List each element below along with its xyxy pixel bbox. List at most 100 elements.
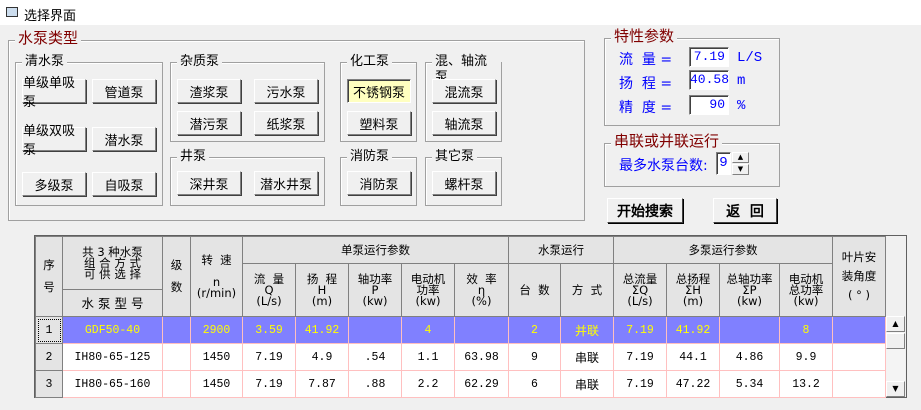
pump-button[interactable]: 多级泵 [22, 172, 86, 196]
cell-eff[interactable]: 63.98 [454, 343, 509, 371]
cell-motor[interactable]: 1.1 [401, 343, 455, 371]
pump-button-selected[interactable]: 不锈钢泵 [347, 79, 411, 103]
cell-speed[interactable]: 1450 [190, 343, 243, 371]
header-speed: 转 速 n (r/min) [190, 236, 243, 317]
cell-mode[interactable]: 串联 [560, 370, 614, 398]
spin-down-icon[interactable]: ▼ [732, 164, 749, 175]
pump-button[interactable]: 塑料泵 [347, 111, 411, 135]
header-tmotor: 电动机 总功率 (kw) [779, 263, 833, 317]
cell-speed[interactable]: 2900 [190, 316, 243, 344]
cell-head[interactable]: 41.92 [295, 316, 349, 344]
cell-tshaft[interactable]: 5.34 [719, 370, 780, 398]
pump-button[interactable]: 深井泵 [177, 171, 241, 195]
header-shaft: 轴功率 P (kw) [348, 263, 402, 317]
pump-button[interactable]: 纸浆泵 [254, 111, 318, 135]
cell-stage[interactable] [162, 316, 191, 344]
cell-model[interactable]: IH80-65-125 [62, 343, 163, 371]
cell-eff[interactable]: 62.29 [454, 370, 509, 398]
group-chemical: 化工泵 [340, 54, 417, 142]
cell-flow[interactable]: 7.19 [242, 370, 296, 398]
cell-seq[interactable]: 1 [35, 316, 63, 344]
cell-shaft[interactable] [348, 316, 402, 344]
cell-seq[interactable]: 2 [35, 343, 63, 371]
characteristics-group: 特性参数 [604, 28, 780, 126]
pump-button[interactable]: 潜污泵 [177, 111, 241, 135]
pump-button[interactable]: 单级单吸泵 [22, 76, 86, 110]
cell-thead[interactable]: 41.92 [666, 316, 720, 344]
head-label: 扬 程 = [619, 76, 673, 92]
start-search-button[interactable]: 开始搜索 [607, 198, 683, 223]
pump-button[interactable]: 混流泵 [432, 79, 496, 103]
cell-shaft[interactable]: .88 [348, 370, 402, 398]
back-button[interactable]: 返 回 [713, 198, 777, 223]
cell-head[interactable]: 4.9 [295, 343, 349, 371]
header-angle: 叶片安 装角度 ( ° ) [832, 236, 886, 317]
scroll-thumb[interactable] [886, 333, 905, 349]
cell-head[interactable]: 7.87 [295, 370, 349, 398]
pump-button[interactable]: 轴流泵 [432, 111, 496, 135]
pump-button[interactable]: 自吸泵 [92, 172, 156, 196]
cell-tmotor[interactable]: 13.2 [779, 370, 833, 398]
flow-input[interactable]: 7.19 [689, 47, 729, 67]
cell-tflow[interactable]: 7.19 [613, 370, 667, 398]
cell-thead[interactable]: 44.1 [666, 343, 720, 371]
cell-stage[interactable] [162, 370, 191, 398]
cell-tmotor[interactable]: 8 [779, 316, 833, 344]
cell-tflow[interactable]: 7.19 [613, 316, 667, 344]
cell-flow[interactable]: 7.19 [242, 343, 296, 371]
table-row[interactable]: 2 IH80-65-125 1450 7.19 4.9.54 1.1 63.98 9 串联 7.1… [35, 343, 886, 371]
head-input[interactable]: 40.58 [689, 70, 729, 90]
cell-model[interactable]: GDF50-40 [62, 316, 163, 344]
pump-button[interactable]: 潜水井泵 [254, 171, 318, 195]
scroll-up-icon[interactable]: ▲ [886, 316, 905, 332]
precision-unit: % [737, 98, 746, 114]
pump-button[interactable]: 消防泵 [347, 171, 411, 195]
cell-stage[interactable] [162, 343, 191, 371]
cell-eff[interactable] [454, 316, 509, 344]
header-motor: 电动机 功率 (kw) [401, 263, 455, 317]
cell-motor[interactable]: 2.2 [401, 370, 455, 398]
cell-flow[interactable]: 3.59 [242, 316, 296, 344]
cell-shaft[interactable]: .54 [348, 343, 402, 371]
characteristics-title: 特性参数 [611, 28, 678, 44]
cell-tflow[interactable]: 7.19 [613, 343, 667, 371]
cell-angle[interactable] [832, 343, 886, 371]
operation-title: 串联或并联运行 [611, 133, 723, 149]
table-row[interactable]: 3 IH80-65-160 1450 7.19 7.87.88 2.2 62.29 6 串联 7.… [35, 370, 886, 398]
header-mode: 方 式 [560, 263, 614, 317]
cell-tmotor[interactable]: 9.9 [779, 343, 833, 371]
cell-tshaft[interactable] [719, 316, 780, 344]
header-tshaft: 总轴功率 ΣP (kw) [719, 263, 780, 317]
cell-tshaft[interactable]: 4.86 [719, 343, 780, 371]
pump-button[interactable]: 渣浆泵 [177, 79, 241, 103]
pump-button[interactable]: 螺杆泵 [432, 171, 496, 195]
header-model: 水 泵 型 号 [62, 289, 163, 317]
cell-speed[interactable]: 1450 [190, 370, 243, 398]
cell-count[interactable]: 6 [508, 370, 561, 398]
scroll-down-icon[interactable]: ▼ [886, 381, 905, 397]
pump-button[interactable]: 潜水泵 [92, 127, 156, 151]
cell-angle[interactable] [832, 316, 886, 344]
cell-count[interactable]: 2 [508, 316, 561, 344]
cell-count[interactable]: 9 [508, 343, 561, 371]
header-combo: 共 3 种水泵 组 合 方 式 可 供 选 择 [62, 236, 163, 290]
results-table: 序 号 共 3 种水泵 组 合 方 式 可 供 选 择 级 数 转 速 n (r… [35, 236, 886, 398]
cell-mode[interactable]: 并联 [560, 316, 614, 344]
cell-angle[interactable] [832, 370, 886, 398]
operation-group: 串联或并联运行 [604, 133, 780, 187]
cell-mode[interactable]: 串联 [560, 343, 614, 371]
cell-motor[interactable]: 4 [401, 316, 455, 344]
spin-up-icon[interactable]: ▲ [732, 152, 749, 163]
header-flow: 流 量 Q (L/s) [242, 263, 296, 317]
pump-button[interactable]: 污水泵 [254, 79, 318, 103]
cell-model[interactable]: IH80-65-160 [62, 370, 163, 398]
precision-input[interactable]: 90 [689, 95, 729, 115]
cell-thead[interactable]: 47.22 [666, 370, 720, 398]
pump-button[interactable]: 管道泵 [92, 79, 156, 103]
table-row[interactable]: 1 GDF50-40 2900 3.59 41.92 4 2 并联 7.19 41.92 8 [35, 316, 886, 344]
vertical-scrollbar[interactable]: ▲ ▼ [886, 316, 905, 397]
head-unit: m [737, 73, 746, 89]
max-pumps-input[interactable]: 9 [716, 152, 731, 175]
cell-seq[interactable]: 3 [35, 370, 63, 398]
pump-button[interactable]: 单级双吸泵 [22, 124, 86, 158]
